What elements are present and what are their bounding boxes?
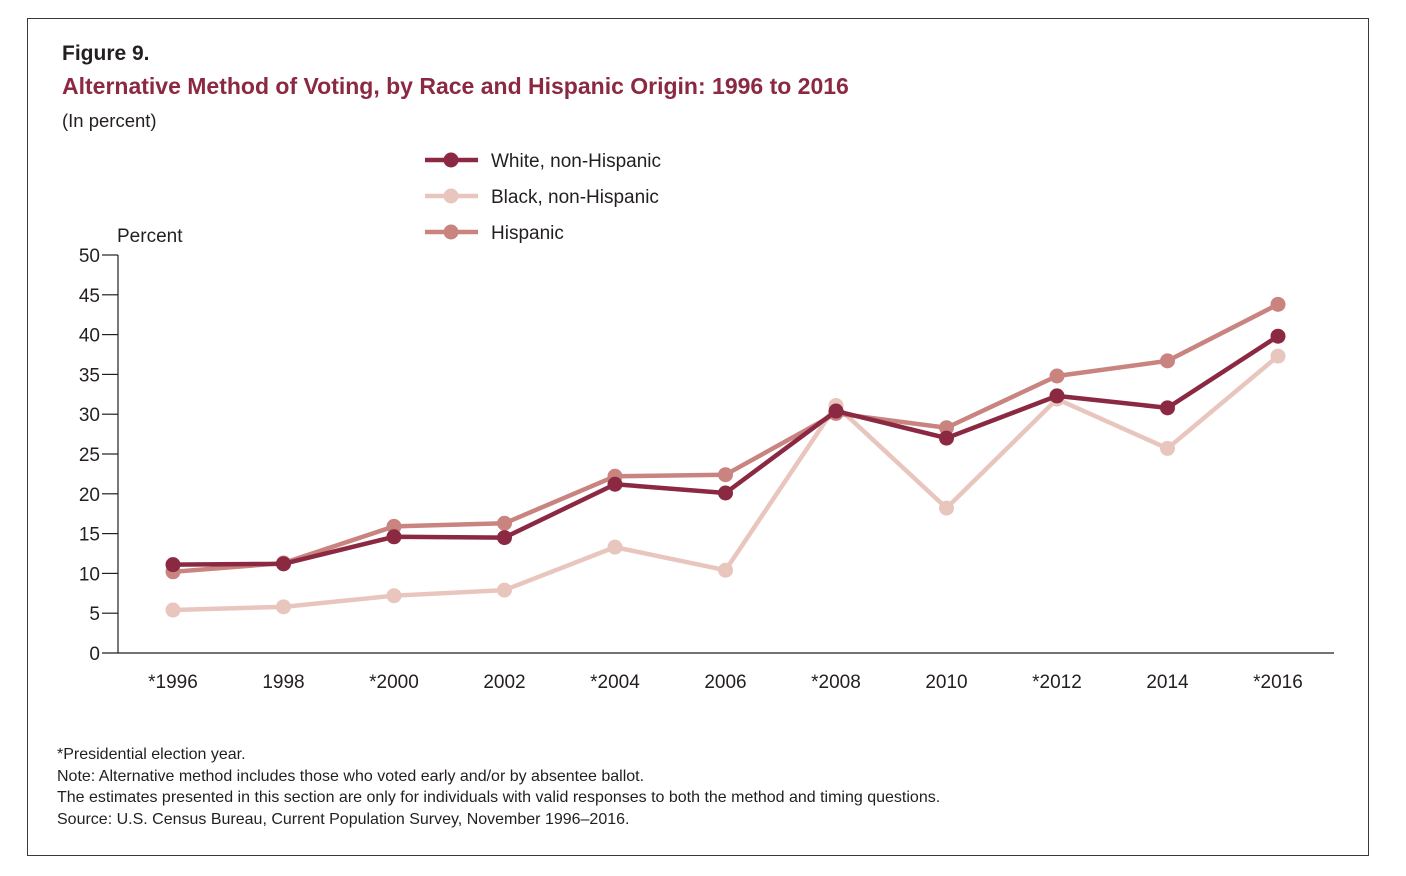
y-tick-label: 50 (79, 246, 100, 267)
data-point-black-non-hispanic (497, 582, 512, 598)
y-tick-label: 40 (79, 326, 100, 347)
figure-title: Alternative Method of Voting, by Race an… (62, 73, 849, 99)
data-point-black-non-hispanic (1160, 440, 1175, 456)
x-tick-label: *2012 (1032, 672, 1082, 693)
legend-marker-white-non-hispanic (443, 152, 459, 168)
series-line-hispanic (172, 302, 1280, 575)
data-point-white-non-hispanic (497, 530, 512, 546)
data-point-white-non-hispanic (939, 430, 954, 446)
data-point-black-non-hispanic (386, 588, 402, 604)
x-tick-label: 1998 (262, 672, 304, 693)
data-point-white-non-hispanic (718, 485, 733, 501)
data-point-black-non-hispanic (718, 562, 733, 578)
legend-marker-hispanic (443, 224, 459, 240)
figure-label: Figure 9. (62, 42, 150, 65)
y-axis-title: Percent (117, 226, 183, 247)
data-point-hispanic (939, 420, 954, 436)
x-tick-label: 2014 (1146, 672, 1189, 693)
note-method: Note: Alternative method includes those … (57, 767, 645, 785)
legend-label-black-non-hispanic: Black, non-Hispanic (491, 187, 659, 208)
data-point-white-non-hispanic (1270, 328, 1286, 344)
data-point-hispanic (386, 518, 402, 534)
x-tick-label: *2004 (590, 672, 640, 693)
y-tick-label: 5 (89, 604, 100, 625)
data-point-white-non-hispanic (828, 403, 844, 419)
y-tick-label: 20 (79, 485, 100, 506)
data-point-black-non-hispanic (165, 602, 181, 618)
y-tick-label: 10 (79, 564, 100, 585)
legend-label-white-non-hispanic: White, non-Hispanic (491, 151, 661, 172)
note-presidential: *Presidential election year. (57, 746, 246, 763)
data-point-black-non-hispanic (607, 539, 623, 555)
y-tick-label: 0 (89, 644, 100, 665)
x-tick-label: 2002 (483, 672, 525, 693)
data-point-white-non-hispanic (1049, 388, 1065, 404)
figure-frame (27, 18, 1369, 856)
legend-label-hispanic: Hispanic (491, 223, 564, 244)
note-source: Source: U.S. Census Bureau, Current Popu… (57, 810, 630, 828)
legend-marker-black-non-hispanic (443, 188, 459, 204)
figure-subtitle: (In percent) (62, 110, 157, 131)
data-point-hispanic (718, 467, 733, 483)
x-tick-label: *1996 (148, 672, 198, 693)
y-tick-label: 15 (79, 525, 100, 546)
data-point-hispanic (1049, 368, 1065, 384)
data-point-white-non-hispanic (165, 557, 181, 573)
y-tick-label: 35 (79, 365, 100, 386)
x-tick-label: 2006 (704, 672, 746, 693)
y-tick-label: 25 (79, 445, 100, 466)
data-point-white-non-hispanic (1160, 400, 1175, 416)
figure-notes: *Presidential election year. Note: Alter… (57, 744, 940, 830)
x-tick-label: *2008 (811, 672, 861, 693)
data-point-white-non-hispanic (276, 556, 291, 572)
note-estimates: The estimates presented in this section … (57, 789, 941, 806)
data-point-white-non-hispanic (607, 476, 623, 492)
data-point-black-non-hispanic (276, 599, 291, 615)
data-point-hispanic (497, 515, 512, 531)
data-point-black-non-hispanic (1270, 348, 1286, 364)
x-tick-label: *2016 (1253, 672, 1303, 693)
y-tick-label: 30 (79, 405, 100, 426)
data-point-black-non-hispanic (939, 500, 954, 516)
data-point-white-non-hispanic (386, 529, 402, 545)
x-tick-label: *2000 (369, 672, 419, 693)
data-point-hispanic (1270, 296, 1286, 312)
x-tick-label: 2010 (925, 672, 967, 693)
y-tick-label: 45 (79, 286, 100, 307)
data-point-hispanic (1160, 353, 1175, 369)
